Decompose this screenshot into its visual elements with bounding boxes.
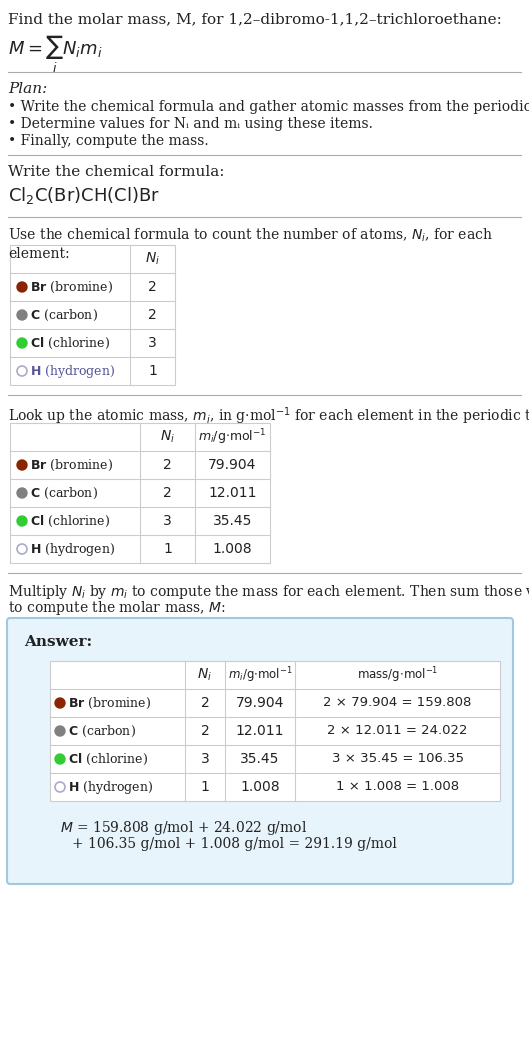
- Text: $\bf{Br}$ (bromine): $\bf{Br}$ (bromine): [30, 279, 113, 294]
- Circle shape: [55, 754, 65, 764]
- Text: 79.904: 79.904: [236, 696, 284, 710]
- Text: $N_i$: $N_i$: [197, 667, 213, 683]
- Text: 1.008: 1.008: [213, 542, 252, 557]
- Text: 1: 1: [148, 364, 157, 378]
- Text: Write the chemical formula:: Write the chemical formula:: [8, 165, 224, 179]
- Text: $\mathrm{Cl_2C(Br)CH(Cl)Br}$: $\mathrm{Cl_2C(Br)CH(Cl)Br}$: [8, 186, 160, 206]
- Text: 2: 2: [200, 724, 209, 738]
- Text: 3: 3: [148, 336, 157, 350]
- FancyBboxPatch shape: [10, 423, 270, 563]
- Text: $N_i$: $N_i$: [160, 429, 175, 445]
- Text: 3 × 35.45 = 106.35: 3 × 35.45 = 106.35: [332, 753, 463, 765]
- Circle shape: [17, 310, 27, 320]
- Text: $\bf{H}$ (hydrogen): $\bf{H}$ (hydrogen): [30, 363, 115, 379]
- Text: Look up the atomic mass, $m_i$, in g$\cdot$mol$^{-1}$ for each element in the pe: Look up the atomic mass, $m_i$, in g$\cd…: [8, 405, 529, 427]
- Text: $\bf{Br}$ (bromine): $\bf{Br}$ (bromine): [68, 696, 151, 710]
- Text: Use the chemical formula to count the number of atoms, $N_i$, for each element:: Use the chemical formula to count the nu…: [8, 227, 493, 260]
- Text: 3: 3: [200, 752, 209, 766]
- Text: Multiply $N_i$ by $m_i$ to compute the mass for each element. Then sum those val: Multiply $N_i$ by $m_i$ to compute the m…: [8, 583, 529, 601]
- Text: 1: 1: [200, 780, 209, 794]
- Text: Find the molar mass, M, for 1,2–dibromo-1,1,2–trichloroethane:: Find the molar mass, M, for 1,2–dibromo-…: [8, 12, 502, 26]
- Text: 2 × 12.011 = 24.022: 2 × 12.011 = 24.022: [327, 724, 468, 738]
- Text: • Write the chemical formula and gather atomic masses from the periodic table.: • Write the chemical formula and gather …: [8, 100, 529, 114]
- Circle shape: [55, 726, 65, 736]
- Text: $m_i$/g$\cdot$mol$^{-1}$: $m_i$/g$\cdot$mol$^{-1}$: [198, 427, 267, 447]
- Text: to compute the molar mass, $M$:: to compute the molar mass, $M$:: [8, 599, 226, 617]
- Text: mass/g$\cdot$mol$^{-1}$: mass/g$\cdot$mol$^{-1}$: [357, 665, 438, 685]
- Text: $m_i$/g$\cdot$mol$^{-1}$: $m_i$/g$\cdot$mol$^{-1}$: [227, 665, 293, 685]
- Text: $\bf{Cl}$ (chlorine): $\bf{Cl}$ (chlorine): [30, 335, 110, 351]
- FancyBboxPatch shape: [50, 661, 500, 801]
- Text: 1 × 1.008 = 1.008: 1 × 1.008 = 1.008: [336, 781, 459, 794]
- Circle shape: [17, 338, 27, 348]
- Text: 35.45: 35.45: [213, 514, 252, 528]
- Text: 35.45: 35.45: [240, 752, 280, 766]
- Text: 2: 2: [148, 280, 157, 294]
- Text: $\bf{C}$ (carbon): $\bf{C}$ (carbon): [30, 308, 98, 323]
- Text: 2: 2: [163, 486, 172, 500]
- Text: $\bf{Br}$ (bromine): $\bf{Br}$ (bromine): [30, 457, 113, 472]
- Text: $M = \sum_i N_i m_i$: $M = \sum_i N_i m_i$: [8, 34, 103, 75]
- Text: $\bf{C}$ (carbon): $\bf{C}$ (carbon): [30, 486, 98, 501]
- Text: 2: 2: [148, 308, 157, 323]
- Text: 1: 1: [163, 542, 172, 557]
- Text: Plan:: Plan:: [8, 82, 47, 96]
- Text: $M$ = 159.808 g/mol + 24.022 g/mol: $M$ = 159.808 g/mol + 24.022 g/mol: [60, 819, 307, 837]
- Text: $\bf{Cl}$ (chlorine): $\bf{Cl}$ (chlorine): [68, 752, 148, 766]
- Text: 2: 2: [163, 458, 172, 472]
- Text: 12.011: 12.011: [208, 486, 257, 500]
- Text: Answer:: Answer:: [24, 635, 92, 649]
- Text: • Finally, compute the mass.: • Finally, compute the mass.: [8, 134, 208, 148]
- Circle shape: [55, 698, 65, 708]
- Text: $\bf{C}$ (carbon): $\bf{C}$ (carbon): [68, 723, 136, 739]
- Circle shape: [17, 460, 27, 470]
- FancyBboxPatch shape: [7, 618, 513, 884]
- Text: • Determine values for Nᵢ and mᵢ using these items.: • Determine values for Nᵢ and mᵢ using t…: [8, 117, 373, 131]
- Text: 12.011: 12.011: [236, 724, 284, 738]
- Text: $\bf{Cl}$ (chlorine): $\bf{Cl}$ (chlorine): [30, 513, 110, 528]
- Circle shape: [17, 516, 27, 526]
- Text: 1.008: 1.008: [240, 780, 280, 794]
- Circle shape: [17, 282, 27, 292]
- Text: 3: 3: [163, 514, 172, 528]
- Text: $\bf{H}$ (hydrogen): $\bf{H}$ (hydrogen): [30, 541, 115, 558]
- Text: + 106.35 g/mol + 1.008 g/mol = 291.19 g/mol: + 106.35 g/mol + 1.008 g/mol = 291.19 g/…: [72, 837, 397, 851]
- FancyBboxPatch shape: [10, 245, 175, 385]
- Text: $\bf{H}$ (hydrogen): $\bf{H}$ (hydrogen): [68, 779, 153, 796]
- Circle shape: [17, 488, 27, 497]
- Text: 2: 2: [200, 696, 209, 710]
- Text: 79.904: 79.904: [208, 458, 257, 472]
- Text: $N_i$: $N_i$: [145, 251, 160, 268]
- Text: 2 × 79.904 = 159.808: 2 × 79.904 = 159.808: [323, 697, 472, 709]
